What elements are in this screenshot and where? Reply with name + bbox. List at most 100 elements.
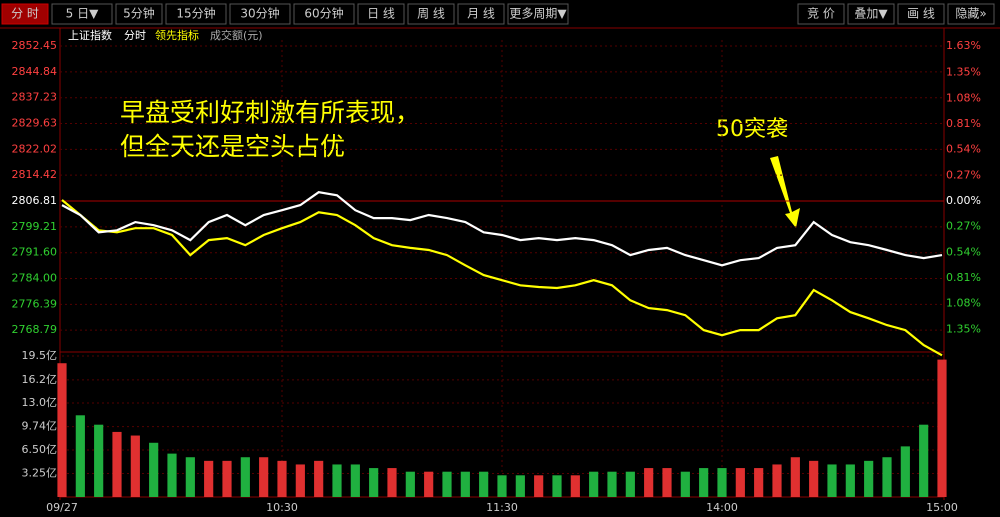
button-frame: [115, 3, 163, 25]
y2-tick-label: 1.35%: [946, 66, 981, 79]
button-frame: [457, 3, 505, 25]
volume-bar: [515, 475, 525, 497]
volume-tick-label: 19.5亿: [22, 349, 58, 362]
annotation: 50突袭: [716, 117, 788, 142]
button-frame: [947, 3, 995, 25]
toolbar-button[interactable]: 月 线: [457, 3, 505, 25]
price-line: [61, 191, 943, 267]
button-label: 隐藏»: [955, 7, 986, 21]
volume-bar: [570, 475, 580, 497]
toolbar-button[interactable]: 60分钟: [293, 3, 355, 25]
button-label: 60分钟: [304, 6, 343, 21]
button-frame: [165, 3, 227, 25]
toolbar-button[interactable]: 周 线: [407, 3, 455, 25]
annotation-arrow: [770, 156, 800, 228]
toolbar-button[interactable]: 竞 价: [797, 3, 845, 25]
volume-bar: [680, 471, 690, 497]
volume-bar: [295, 464, 305, 497]
y2-tick-label: 0.54%: [946, 245, 981, 258]
y2-tick-label: 0.27%: [946, 220, 981, 233]
x-tick-label: 15:00: [926, 501, 958, 514]
toolbar-button[interactable]: 5分钟: [115, 3, 163, 25]
button-label: 月 线: [467, 7, 495, 21]
volume-bar: [240, 457, 250, 497]
volume-bar: [809, 460, 819, 497]
toolbar-button[interactable]: 30分钟: [229, 3, 291, 25]
x-tick-label: 14:00: [706, 501, 738, 514]
volume-bar: [644, 468, 654, 497]
button-frame: [51, 3, 113, 25]
volume-bar: [424, 471, 434, 497]
button-label: 15分钟: [176, 6, 215, 21]
legend-label: 分时: [124, 29, 146, 42]
y-tick-label: 2784.00: [12, 272, 58, 285]
button-label: 画 线: [907, 7, 935, 21]
toolbar-button[interactable]: 15分钟: [165, 3, 227, 25]
toolbar-button[interactable]: 画 线: [897, 3, 945, 25]
button-frame: [407, 3, 455, 25]
volume-bar: [130, 435, 140, 497]
y-tick-label: 2799.21: [12, 220, 58, 233]
volume-bar: [625, 471, 635, 497]
volume-bar: [222, 460, 232, 497]
volume-bar: [314, 460, 324, 497]
button-frame: [1, 3, 49, 25]
volume-tick-label: 9.74亿: [22, 420, 58, 433]
button-label: 竞 价: [807, 7, 835, 21]
volume-bar: [699, 468, 709, 497]
volume-bar: [75, 415, 85, 497]
y-tick-label: 2829.63: [12, 117, 58, 130]
volume-bar: [167, 453, 177, 497]
toolbar-button[interactable]: 分 时: [1, 3, 49, 25]
volume-bar: [882, 457, 892, 497]
volume-bar: [827, 464, 837, 497]
annotation: 但全天还是空头占优: [120, 132, 345, 161]
volume-bar: [900, 446, 910, 497]
volume-bar: [259, 457, 269, 497]
toolbar-button[interactable]: 5 日▼: [51, 3, 113, 25]
volume-tick-label: 16.2亿: [22, 373, 58, 386]
y2-tick-label: 1.63%: [946, 39, 981, 52]
y-tick-label: 2768.79: [12, 323, 58, 336]
volume-tick-label: 13.0亿: [22, 396, 58, 409]
annotation: 早盘受利好刺激有所表现，: [120, 98, 420, 127]
y-tick-label: 2852.45: [12, 39, 58, 52]
button-frame: [357, 3, 405, 25]
index-name: 上证指数: [68, 28, 112, 42]
button-label: 5分钟: [123, 6, 155, 21]
legend-label: 成交额(元): [210, 28, 263, 42]
volume-bar: [350, 464, 360, 497]
volume-bar: [735, 468, 745, 497]
volume-bar: [497, 475, 507, 497]
toolbar-button[interactable]: 叠加▼: [847, 3, 895, 25]
y-tick-label: 2844.84: [12, 65, 58, 78]
button-label: 更多周期▼: [509, 7, 567, 21]
volume-bar: [332, 464, 342, 497]
toolbar-button[interactable]: 隐藏»: [947, 3, 995, 25]
volume-bar: [790, 457, 800, 497]
volume-bar: [479, 471, 489, 497]
volume-bar: [460, 471, 470, 497]
y-tick-label: 2791.60: [12, 246, 58, 259]
button-label: 30分钟: [240, 6, 279, 21]
volume-bar: [919, 424, 929, 497]
y-tick-label: 2806.81: [12, 194, 58, 207]
toolbar-button[interactable]: 更多周期▼: [507, 3, 569, 25]
volume-bar: [277, 460, 287, 497]
button-frame: [897, 3, 945, 25]
y2-tick-label: 0.81%: [946, 271, 981, 284]
volume-bar: [607, 471, 617, 497]
volume-bar: [864, 460, 874, 497]
y2-tick-label: 0.27%: [946, 168, 981, 181]
volume-bar: [94, 424, 104, 497]
button-label: 周 线: [417, 7, 445, 21]
toolbar-button[interactable]: 日 线: [357, 3, 405, 25]
x-tick-label: 09/27: [46, 501, 78, 514]
volume-bar: [57, 363, 67, 497]
x-tick-label: 11:30: [486, 501, 518, 514]
volume-tick-label: 6.50亿: [22, 443, 58, 456]
volume-bar: [185, 457, 195, 497]
button-frame: [797, 3, 845, 25]
